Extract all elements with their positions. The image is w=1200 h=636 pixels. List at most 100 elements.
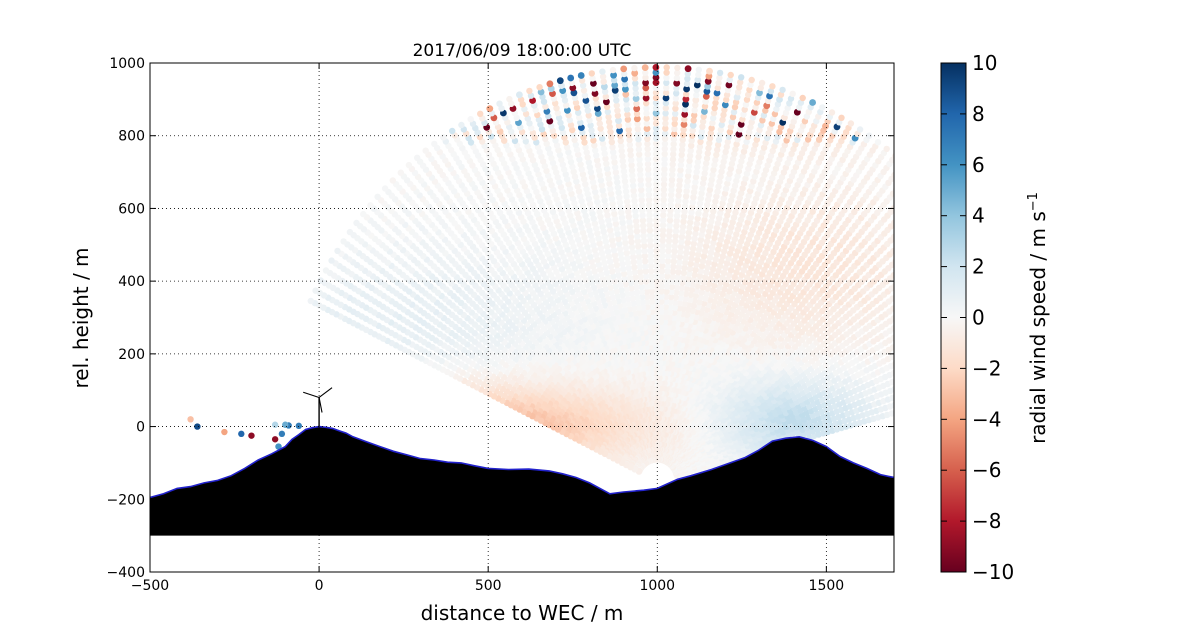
radial-wind-sample xyxy=(631,69,639,77)
radial-wind-sample xyxy=(627,228,634,236)
radial-wind-sample xyxy=(653,150,660,158)
radial-wind-sample xyxy=(703,238,711,245)
radial-wind-sample xyxy=(617,204,624,211)
radial-wind-sample xyxy=(730,187,737,194)
radial-wind-sample xyxy=(724,86,732,94)
radial-wind-sample xyxy=(658,288,665,295)
radial-wind-sample xyxy=(652,64,660,71)
radial-wind-sample xyxy=(586,164,594,171)
radial-wind-sample xyxy=(640,237,648,244)
radial-wind-sample xyxy=(693,91,700,99)
radial-wind-sample xyxy=(591,268,598,275)
radial-wind-sample xyxy=(585,159,592,166)
radial-wind-sample xyxy=(653,186,660,193)
radial-wind-sample xyxy=(737,216,745,223)
radial-wind-sample xyxy=(745,192,752,199)
radial-wind-sample xyxy=(598,271,605,278)
radial-wind-sample xyxy=(653,242,660,249)
radial-wind-sample xyxy=(647,252,654,259)
radial-wind-sample xyxy=(556,151,564,159)
radial-wind-sample xyxy=(642,79,649,87)
radial-wind-sample xyxy=(596,172,604,179)
radial-wind-sample xyxy=(605,175,612,182)
radial-wind-sample xyxy=(563,144,571,151)
radial-wind-sample xyxy=(856,126,864,133)
radial-wind-sample xyxy=(699,118,707,125)
radial-wind-sample xyxy=(628,238,635,246)
radial-wind-sample xyxy=(699,185,706,192)
radial-wind-sample xyxy=(743,138,750,145)
radial-wind-sample xyxy=(653,181,660,188)
radial-wind-sample xyxy=(683,244,691,251)
radial-wind-sample xyxy=(706,140,713,147)
radial-wind-sample xyxy=(652,84,660,91)
radial-wind-sample xyxy=(599,68,606,75)
radial-wind-sample xyxy=(731,150,738,158)
radial-wind-sample xyxy=(582,260,590,267)
radial-wind-sample xyxy=(575,109,582,116)
radial-wind-sample xyxy=(614,107,621,114)
radial-wind-sample xyxy=(659,257,666,264)
radial-wind-sample xyxy=(555,114,563,122)
radial-wind-sample xyxy=(644,155,652,163)
radial-wind-sample xyxy=(681,203,689,210)
radial-wind-sample xyxy=(718,231,726,238)
radial-wind-sample xyxy=(717,173,724,180)
radial-wind-sample xyxy=(562,171,569,178)
radial-wind-sample xyxy=(604,274,612,281)
radial-wind-sample xyxy=(727,71,734,79)
radial-wind-sample xyxy=(516,91,523,99)
radial-wind-sample xyxy=(570,131,577,139)
radial-wind-sample xyxy=(581,207,588,215)
radial-wind-sample xyxy=(724,212,731,219)
radial-wind-sample xyxy=(762,139,769,146)
radial-wind-sample xyxy=(653,201,660,208)
radial-wind-sample xyxy=(653,191,660,198)
radial-wind-sample xyxy=(620,270,628,278)
radial-wind-sample xyxy=(684,280,691,287)
radial-wind-sample xyxy=(620,163,627,170)
radial-wind-sample xyxy=(624,259,632,267)
radial-wind-sample xyxy=(622,183,629,190)
radial-wind-sample xyxy=(664,263,671,270)
radial-wind-sample xyxy=(895,332,901,338)
radial-wind-sample xyxy=(658,293,665,300)
radial-wind-sample xyxy=(673,85,680,92)
radial-wind-sample xyxy=(653,277,660,285)
radial-wind-sample xyxy=(618,147,625,155)
radial-wind-sample xyxy=(705,191,713,199)
radial-wind-sample xyxy=(896,359,902,365)
radial-wind-sample xyxy=(703,88,711,95)
radial-wind-sample xyxy=(704,196,712,204)
radial-wind-sample xyxy=(732,252,740,259)
radial-wind-sample xyxy=(663,283,670,290)
radial-wind-sample xyxy=(674,207,681,214)
radial-wind-sample xyxy=(562,139,569,146)
radial-wind-sample xyxy=(564,106,571,114)
radial-wind-sample xyxy=(722,148,729,155)
radial-wind-sample xyxy=(708,176,715,184)
radial-wind-sample xyxy=(611,215,619,223)
radial-wind-sample xyxy=(625,264,632,272)
radial-wind-sample xyxy=(874,139,882,146)
radial-wind-sample xyxy=(723,143,730,151)
radial-wind-sample xyxy=(711,203,718,210)
radial-wind-sample xyxy=(610,205,617,212)
radial-wind-sample xyxy=(672,227,680,235)
radial-wind-sample xyxy=(603,243,611,250)
radial-wind-sample xyxy=(592,95,599,102)
radial-wind-sample xyxy=(647,267,655,275)
radial-wind-sample xyxy=(889,344,894,351)
radial-wind-sample xyxy=(726,128,734,136)
radial-wind-sample xyxy=(662,120,669,127)
radial-wind-sample xyxy=(599,223,606,230)
radial-wind-sample xyxy=(709,119,716,127)
radial-wind-sample xyxy=(758,79,766,87)
radial-wind-sample xyxy=(609,268,616,275)
radial-wind-sample xyxy=(733,93,741,101)
radial-wind-sample xyxy=(609,294,616,301)
radial-wind-sample xyxy=(714,219,722,227)
radial-wind-sample xyxy=(630,259,637,266)
radial-wind-sample xyxy=(770,115,777,123)
radial-wind-sample xyxy=(756,89,763,97)
